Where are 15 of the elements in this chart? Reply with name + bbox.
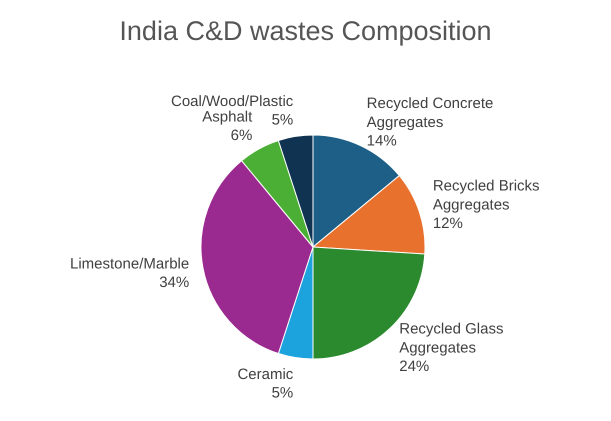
slice-label: Recycled Glass Aggregates [399, 320, 504, 356]
data-label: 14% [366, 132, 397, 150]
data-label: 5% [272, 384, 294, 402]
data-label: 24% [399, 358, 430, 376]
slice-label: Asphalt [202, 108, 254, 126]
data-label: 5% [272, 112, 294, 129]
slice-label: Limestone/Marble [70, 254, 190, 272]
slice-label: Ceramic [237, 365, 294, 382]
chart-title: India C&D wastes Composition [118, 15, 493, 48]
slice-label: Coal/Wood/Plastic [171, 92, 294, 110]
data-label: 34% [159, 274, 190, 291]
data-label: 12% [432, 214, 463, 232]
slice-label: Recycled Bricks Aggregates [432, 176, 540, 213]
data-label: 6% [230, 127, 252, 144]
slice-label: Recycled Concrete Aggregates [366, 94, 494, 131]
